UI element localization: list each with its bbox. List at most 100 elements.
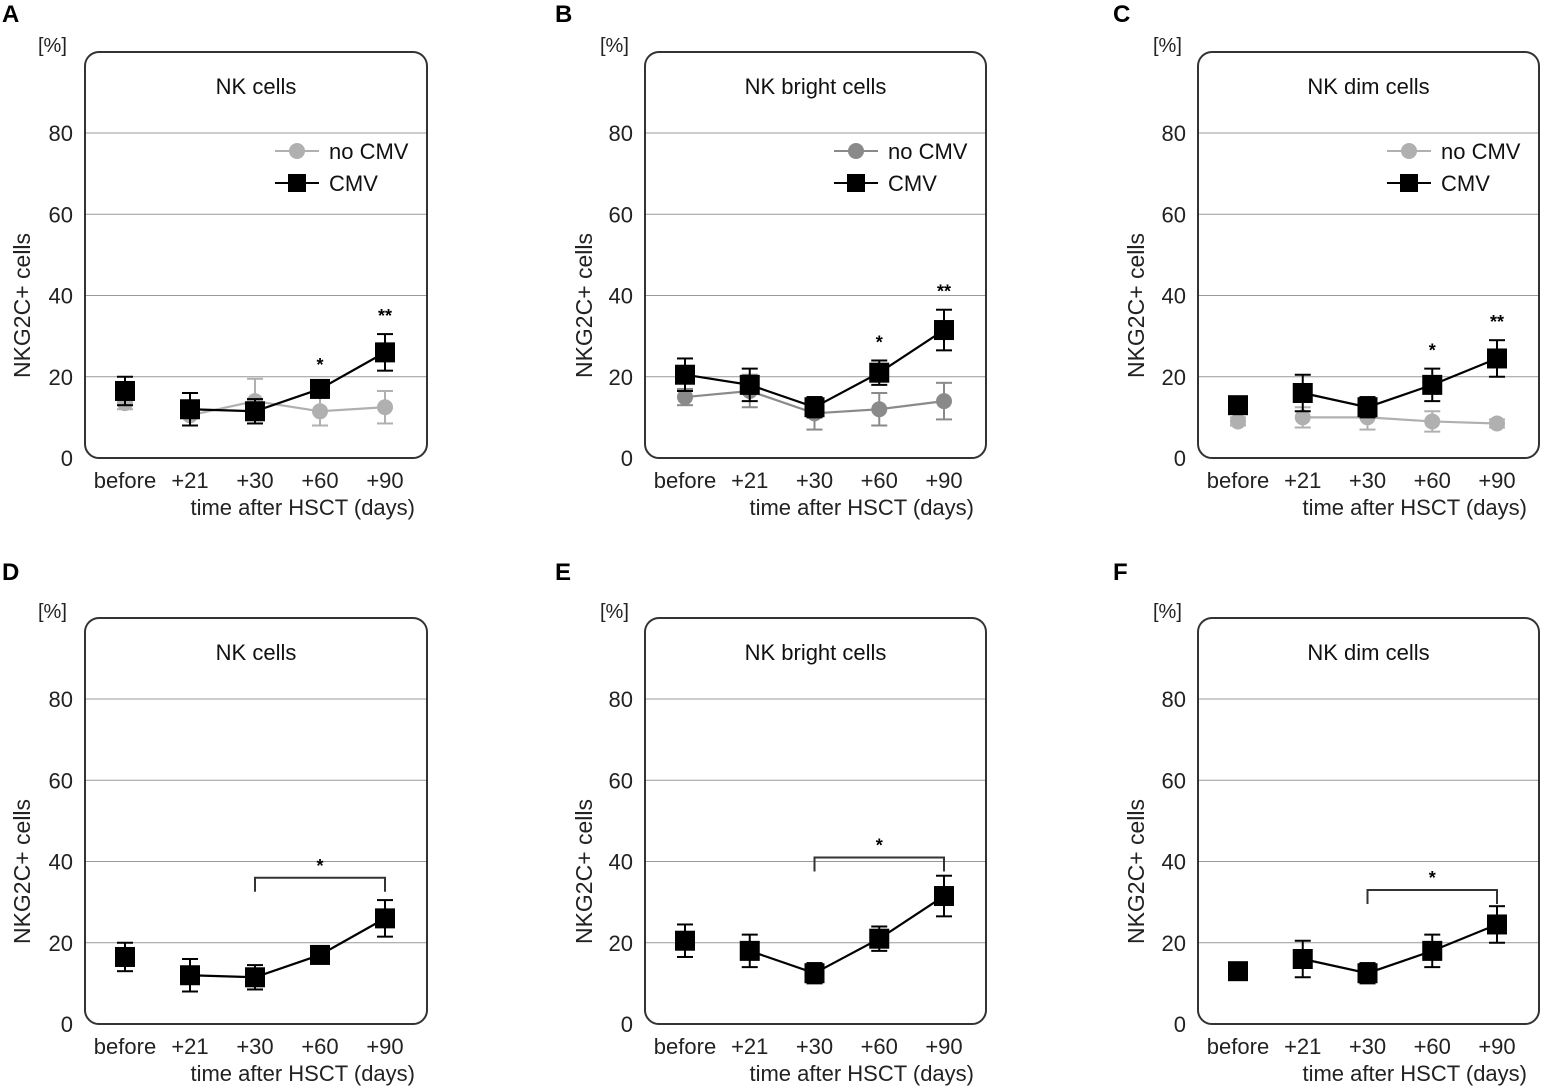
- y-tick-label: 20: [609, 931, 633, 956]
- x-tick-label: +60: [1414, 1034, 1451, 1059]
- y-tick-label: 80: [609, 121, 633, 146]
- y-tick-label: 40: [1162, 284, 1186, 309]
- y-axis-label: NKG2C+ cells: [571, 233, 597, 378]
- data-point-no-cmv: [377, 399, 393, 416]
- series-cmv: [1228, 905, 1507, 985]
- legend-marker-no-cmv: [1401, 143, 1417, 159]
- data-point-no-cmv: [677, 389, 693, 406]
- significance-marker: *: [1429, 341, 1436, 361]
- panel-a: A [%] NKG2C+ cells 0 20 40 60 80 NK cells before +…: [2, 1, 428, 520]
- x-tick-label: before: [1207, 1034, 1269, 1059]
- data-point-cmv: [310, 378, 330, 399]
- x-tick-label: +90: [366, 1034, 403, 1059]
- y-tick-label: 20: [49, 931, 73, 956]
- data-point-cmv: [1357, 397, 1378, 418]
- x-tick-label: +90: [925, 468, 962, 493]
- unit-label: [%]: [38, 35, 67, 57]
- plot-frame: [644, 51, 987, 459]
- x-axis-title: time after HSCT (days): [1302, 495, 1527, 520]
- plot-frame: [84, 51, 428, 459]
- legend-marker-no-cmv: [289, 143, 305, 159]
- x-tick-label: +60: [301, 468, 338, 493]
- data-point-no-cmv: [871, 401, 888, 418]
- panel-letter: E: [555, 559, 571, 586]
- x-tick-label: +90: [1478, 1034, 1515, 1059]
- data-point-cmv: [310, 944, 330, 965]
- y-tick-label: 60: [49, 768, 73, 793]
- significance-marker: *: [316, 355, 323, 375]
- y-tick-label: 60: [1162, 768, 1186, 793]
- x-axis-title: time after HSCT (days): [749, 495, 974, 520]
- y-tick-label: 80: [609, 687, 633, 712]
- data-point-cmv: [245, 967, 265, 988]
- x-tick-label: +30: [1349, 1034, 1386, 1059]
- bracket-line: [1366, 888, 1498, 904]
- data-point-no-cmv: [1294, 409, 1311, 426]
- legend-label-no-cmv: no CMV: [1441, 139, 1521, 164]
- x-tick-label: +30: [796, 1034, 833, 1059]
- series-line-cmv: [749, 895, 945, 975]
- data-point-cmv: [869, 362, 890, 383]
- legend-label-no-cmv: no CMV: [888, 139, 968, 164]
- data-point-no-cmv: [1424, 413, 1441, 430]
- data-point-cmv: [804, 397, 825, 418]
- data-point-cmv: [1422, 374, 1443, 395]
- x-tick-label: before: [94, 468, 156, 493]
- x-tick-label: +30: [236, 1034, 273, 1059]
- y-axis-label: NKG2C+ cells: [571, 799, 597, 944]
- legend-label-cmv: CMV: [888, 171, 937, 196]
- bracket-line: [813, 856, 945, 872]
- panel-letter: B: [555, 1, 572, 28]
- data-point-cmv: [180, 965, 200, 986]
- unit-label: [%]: [1153, 35, 1182, 57]
- y-axis-label: NKG2C+ cells: [1123, 799, 1149, 944]
- y-axis-label: NKG2C+ cells: [1123, 233, 1149, 378]
- y-tick-label: 40: [609, 284, 633, 309]
- series-line-cmv: [684, 329, 945, 409]
- panel-d: D [%] NKG2C+ cells 0 20 40 60 80 NK cells before +…: [2, 559, 428, 1086]
- series-line-no-cmv: [189, 400, 386, 417]
- data-point-cmv: [934, 886, 954, 907]
- y-tick-label: 60: [609, 202, 633, 227]
- chart-title: NK bright cells: [745, 74, 887, 99]
- y-tick-label: 0: [621, 1012, 633, 1037]
- x-tick-label: +30: [1349, 468, 1386, 493]
- series-line-cmv: [1302, 357, 1498, 409]
- unit-label: [%]: [600, 601, 629, 623]
- data-point-cmv: [1422, 940, 1443, 961]
- legend-marker-cmv: [1400, 174, 1418, 192]
- y-tick-label: 60: [49, 202, 73, 227]
- data-point-cmv: [115, 946, 135, 967]
- chart-title: NK dim cells: [1307, 640, 1429, 665]
- x-tick-label: +90: [925, 1034, 962, 1059]
- plot-frame: [84, 617, 428, 1025]
- x-tick-label: before: [1207, 468, 1269, 493]
- data-point-cmv: [1292, 383, 1313, 403]
- y-tick-label: 0: [1174, 446, 1186, 471]
- legend-label-cmv: CMV: [1441, 171, 1490, 196]
- data-point-cmv: [869, 928, 890, 949]
- data-point-cmv: [1487, 348, 1507, 369]
- significance-marker: *: [1429, 868, 1436, 888]
- y-tick-label: 20: [49, 365, 73, 390]
- data-point-cmv: [245, 401, 265, 422]
- data-point-cmv: [180, 399, 200, 420]
- y-tick-label: 60: [1162, 202, 1186, 227]
- data-point-cmv: [115, 380, 135, 401]
- y-axis-label: NKG2C+ cells: [9, 799, 35, 944]
- significance-bracket: *: [1366, 868, 1498, 904]
- series-cmv: [1228, 339, 1507, 419]
- x-tick-label: +21: [731, 468, 768, 493]
- panel-c: C [%] NKG2C+ cells 0 20 40 60 80 NK dim cells bef…: [1113, 1, 1540, 520]
- x-tick-label: +90: [366, 468, 403, 493]
- legend: no CMV CMV: [1387, 139, 1521, 196]
- y-tick-label: 40: [49, 850, 73, 875]
- panel-e: E [%] NKG2C+ cells 0 20 40 60 80 NK bright cells…: [555, 559, 987, 1086]
- unit-label: [%]: [1153, 601, 1182, 623]
- y-tick-label: 60: [609, 768, 633, 793]
- data-point-cmv: [739, 940, 760, 961]
- y-tick-label: 0: [61, 446, 73, 471]
- data-point-no-cmv: [1489, 415, 1505, 432]
- data-point-cmv: [375, 908, 395, 929]
- y-tick-label: 0: [61, 1012, 73, 1037]
